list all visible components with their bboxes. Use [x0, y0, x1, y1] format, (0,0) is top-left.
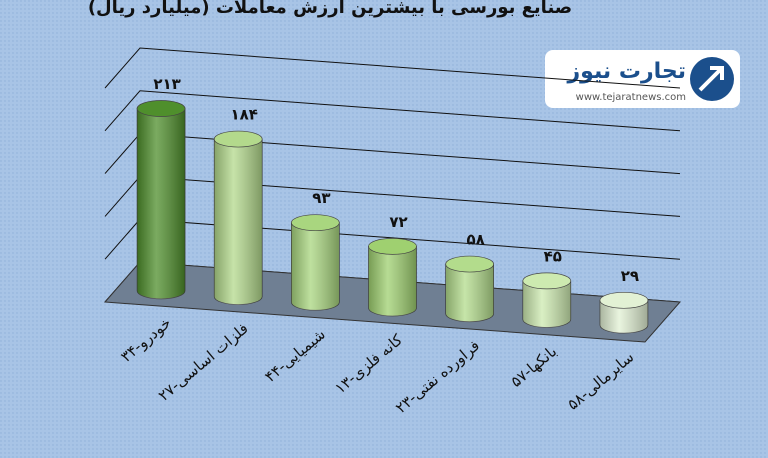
- grid-line: [104, 90, 681, 132]
- bar-top: [291, 214, 340, 232]
- data-label: ۹۳: [312, 189, 330, 207]
- data-label: ۱۸۴: [230, 106, 257, 124]
- bar: [599, 291, 649, 334]
- bar-top: [599, 291, 649, 309]
- bar: [136, 100, 186, 300]
- bar-top: [136, 100, 186, 117]
- bar-top: [213, 130, 263, 148]
- data-label: ۴۵: [544, 247, 562, 265]
- bar-top: [522, 272, 572, 290]
- bar-shade: [368, 246, 417, 316]
- bar-shade: [137, 108, 186, 299]
- bar: [213, 130, 263, 305]
- logo-arrow: [698, 66, 724, 92]
- bar: [445, 255, 494, 323]
- data-label: ۲۱۳: [153, 75, 180, 93]
- chart-title: صنایع بورسی با بیشترین ارزش معاملات (میل…: [88, 0, 572, 18]
- logo-box: [545, 50, 740, 108]
- bar-shade: [522, 280, 571, 328]
- bar-shade: [214, 139, 263, 305]
- logo-url: www.tejaratnews.com: [576, 92, 686, 103]
- bar: [368, 238, 417, 317]
- bar: [291, 214, 340, 311]
- grid-line: [104, 47, 681, 89]
- bar: [522, 272, 572, 328]
- bar-shade: [599, 300, 648, 334]
- data-label: ۲۹: [621, 267, 639, 285]
- data-label: ۵۸: [466, 231, 484, 249]
- logo: تجارت نیوز www.tejaratnews.com: [545, 50, 740, 108]
- bar-shade: [291, 222, 340, 311]
- bar-top: [445, 255, 494, 273]
- logo-name: تجارت نیوز: [566, 59, 686, 84]
- data-label: ۷۲: [389, 213, 407, 231]
- bar-top: [368, 238, 417, 255]
- bar-shade: [445, 264, 494, 322]
